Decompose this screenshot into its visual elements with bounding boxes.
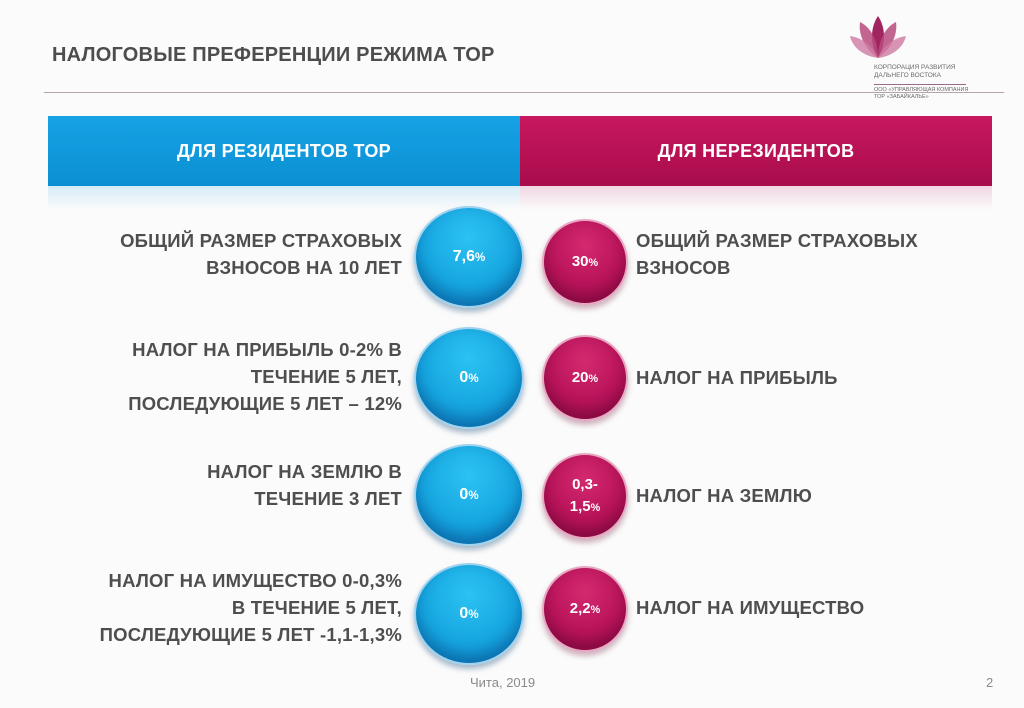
condition-line: НАЛОГ НА ИМУЩЕСТВО	[636, 597, 865, 618]
resident-rate-land-tax: 0%	[414, 444, 524, 546]
logo-text-line: ДАЛЬНЕГО ВОСТОКА	[874, 72, 941, 79]
condition-line: ТЕЧЕНИЕ 3 ЛЕТ	[254, 488, 402, 509]
rate-unit: %	[590, 603, 601, 616]
logo-text-line: КОРПОРАЦИЯ РАЗВИТИЯ	[874, 64, 956, 71]
rate-unit: %	[590, 501, 601, 514]
resident-condition-insurance: ОБЩИЙ РАЗМЕР СТРАХОВЫХ ВЗНОСОВ НА 10 ЛЕТ	[20, 227, 402, 281]
nonresident-rate-insurance: 30%	[542, 219, 628, 305]
title-divider	[44, 92, 1004, 93]
rate-value: 30	[571, 252, 589, 270]
rate-unit: %	[475, 251, 486, 264]
resident-rate-profit-tax: 0%	[414, 327, 524, 429]
condition-line: НАЛОГ НА ИМУЩЕСТВО 0-0,3%	[108, 570, 402, 591]
rate-value: 0	[459, 604, 469, 622]
rate-unit: %	[588, 372, 599, 385]
rate-value: 2,2	[569, 599, 591, 617]
resident-condition-profit-tax: НАЛОГ НА ПРИБЫЛЬ 0-2% В ТЕЧЕНИЕ 5 ЛЕТ, П…	[20, 336, 402, 417]
nonresident-condition-profit-tax: НАЛОГ НА ПРИБЫЛЬ	[636, 364, 1006, 391]
nonresident-condition-insurance: ОБЩИЙ РАЗМЕР СТРАХОВЫХ ВЗНОСОВ	[636, 227, 1006, 281]
condition-line: ПОСЛЕДУЮЩИЕ 5 ЛЕТ -1,1-1,3%	[99, 624, 402, 645]
condition-line: ПОСЛЕДУЮЩИЕ 5 ЛЕТ – 12%	[128, 393, 402, 414]
lotus-logo-icon	[850, 16, 906, 58]
rate-value: 0	[459, 368, 469, 386]
rate-unit: %	[468, 372, 479, 385]
residents-header: ДЛЯ РЕЗИДЕНТОВ ТОР	[48, 116, 520, 186]
logo-subtext-line: ТОР «ЗАБАЙКАЛЬЕ»	[874, 94, 929, 100]
condition-line: ВЗНОСОВ	[636, 257, 731, 278]
resident-rate-insurance: 7,6%	[414, 206, 524, 308]
rate-value-line: 1,5	[569, 497, 591, 515]
condition-line: ОБЩИЙ РАЗМЕР СТРАХОВЫХ	[636, 230, 918, 251]
rate-value: 7,6	[452, 247, 475, 265]
logo-divider	[874, 84, 966, 85]
nonresident-condition-property-tax: НАЛОГ НА ИМУЩЕСТВО	[636, 594, 1006, 621]
rate-value: 0	[459, 485, 469, 503]
residents-header-shadow	[48, 186, 520, 210]
condition-line: В ТЕЧЕНИЕ 5 ЛЕТ,	[231, 597, 402, 618]
condition-line: НАЛОГ НА ПРИБЫЛЬ 0-2% В	[132, 339, 402, 360]
rate-value: 20	[571, 368, 589, 386]
nonresidents-header: ДЛЯ НЕРЕЗИДЕНТОВ	[520, 116, 992, 186]
rate-unit: %	[588, 256, 599, 269]
resident-condition-property-tax: НАЛОГ НА ИМУЩЕСТВО 0-0,3% В ТЕЧЕНИЕ 5 ЛЕ…	[20, 567, 402, 648]
nonresidents-header-shadow	[520, 186, 992, 210]
nonresident-rate-property-tax: 2,2%	[542, 566, 628, 652]
rate-unit: %	[468, 489, 479, 502]
resident-rate-property-tax: 0%	[414, 563, 524, 665]
condition-line: ВЗНОСОВ НА 10 ЛЕТ	[206, 257, 402, 278]
nonresident-rate-land-tax: 0,3- 1,5%	[542, 453, 628, 539]
condition-line: ОБЩИЙ РАЗМЕР СТРАХОВЫХ	[120, 230, 402, 251]
company-logo: КОРПОРАЦИЯ РАЗВИТИЯ ДАЛЬНЕГО ВОСТОКА ООО…	[848, 14, 969, 100]
condition-line: НАЛОГ НА ПРИБЫЛЬ	[636, 367, 838, 388]
rate-unit: %	[468, 608, 479, 621]
condition-line: ТЕЧЕНИЕ 5 ЛЕТ,	[250, 366, 402, 387]
nonresident-condition-land-tax: НАЛОГ НА ЗЕМЛЮ	[636, 482, 1006, 509]
slide-title: НАЛОГОВЫЕ ПРЕФЕРЕНЦИИ РЕЖИМА ТОР	[52, 44, 495, 66]
footer-place-date: Чита, 2019	[470, 675, 536, 690]
condition-line: НАЛОГ НА ЗЕМЛЮ	[636, 485, 813, 506]
nonresident-rate-profit-tax: 20%	[542, 335, 628, 421]
logo-subtext-line: ООО «УПРАВЛЯЮЩАЯ КОМПАНИЯ	[874, 87, 969, 93]
rate-value-line: 0,3-	[572, 475, 598, 493]
condition-line: НАЛОГ НА ЗЕМЛЮ В	[207, 461, 402, 482]
page-number: 2	[986, 675, 994, 690]
resident-condition-land-tax: НАЛОГ НА ЗЕМЛЮ В ТЕЧЕНИЕ 3 ЛЕТ	[20, 458, 402, 512]
